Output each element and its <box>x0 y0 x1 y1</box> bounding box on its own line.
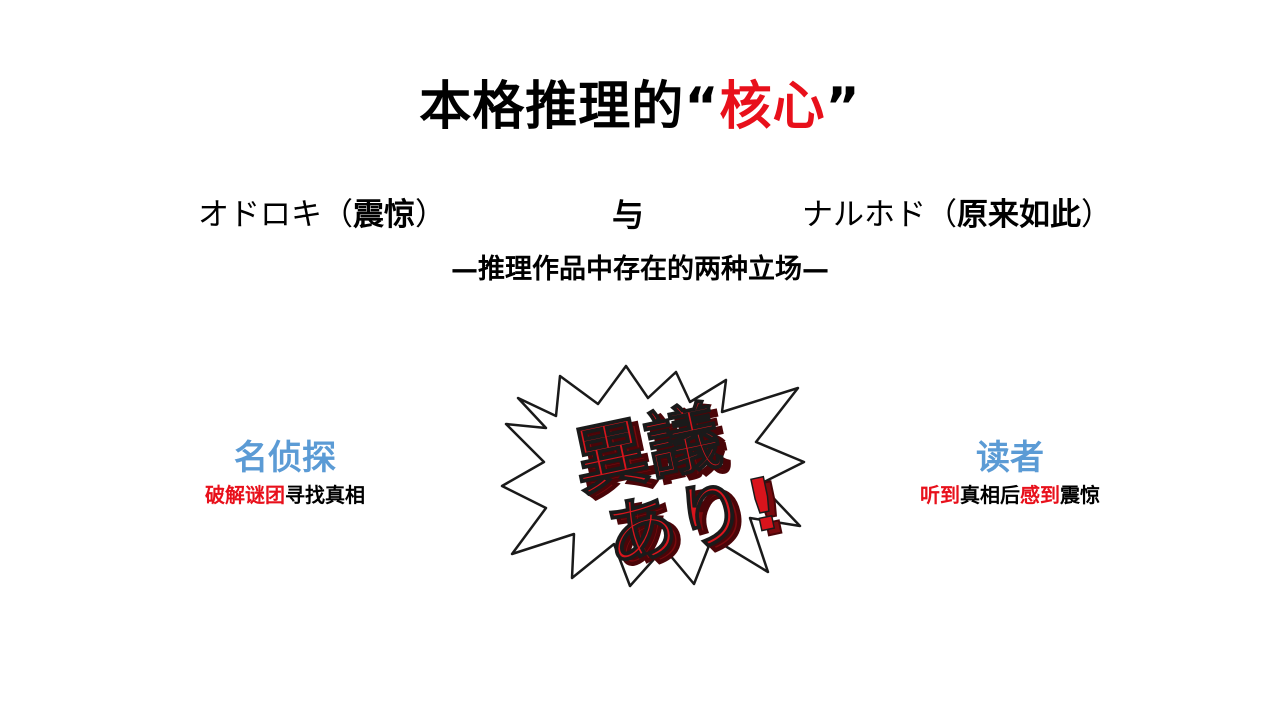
left-desc-black: 寻找真相 <box>285 483 365 507</box>
subtitle: —推理作品中存在的两种立场— <box>451 254 829 285</box>
objection-burst-graphic: 異議 異議 あり! あり! <box>500 364 806 588</box>
title-quote-open: “ <box>684 77 720 137</box>
burst-shape <box>500 364 806 588</box>
right-desc-black-1: 真相后 <box>960 483 1020 507</box>
term-odoroki-kana: オドロキ（ <box>198 197 353 233</box>
term-naruhodo-close: ） <box>1081 197 1112 233</box>
term-connector: 与 <box>612 196 645 234</box>
term-odoroki-close: ） <box>415 197 446 233</box>
right-panel-description: 听到真相后感到震惊 <box>880 481 1140 509</box>
left-panel-heading: 名侦探 <box>234 438 336 478</box>
term-odoroki-meaning: 震惊 <box>353 197 415 233</box>
objection-logo: 異議 異議 あり! あり! <box>498 358 808 590</box>
left-panel-description: 破解谜团寻找真相 <box>170 481 400 509</box>
term-naruhodo: ナルホド（原来如此） <box>802 193 1112 237</box>
title-main: 本格推理的 <box>419 77 685 137</box>
title-highlight: 核心 <box>719 77 826 137</box>
title-quote-close: ” <box>825 77 861 137</box>
term-odoroki: オドロキ（震惊） <box>198 193 446 237</box>
right-desc-black-2: 震惊 <box>1060 483 1100 507</box>
right-desc-red-1: 听到 <box>920 483 960 507</box>
page-title: 本格推理的“核心” <box>0 72 1280 142</box>
right-desc-red-2: 感到 <box>1020 483 1060 507</box>
right-panel-heading: 读者 <box>976 438 1044 478</box>
term-naruhodo-meaning: 原来如此 <box>957 197 1081 233</box>
term-naruhodo-kana: ナルホド（ <box>802 197 957 233</box>
left-desc-red: 破解谜团 <box>205 483 285 507</box>
